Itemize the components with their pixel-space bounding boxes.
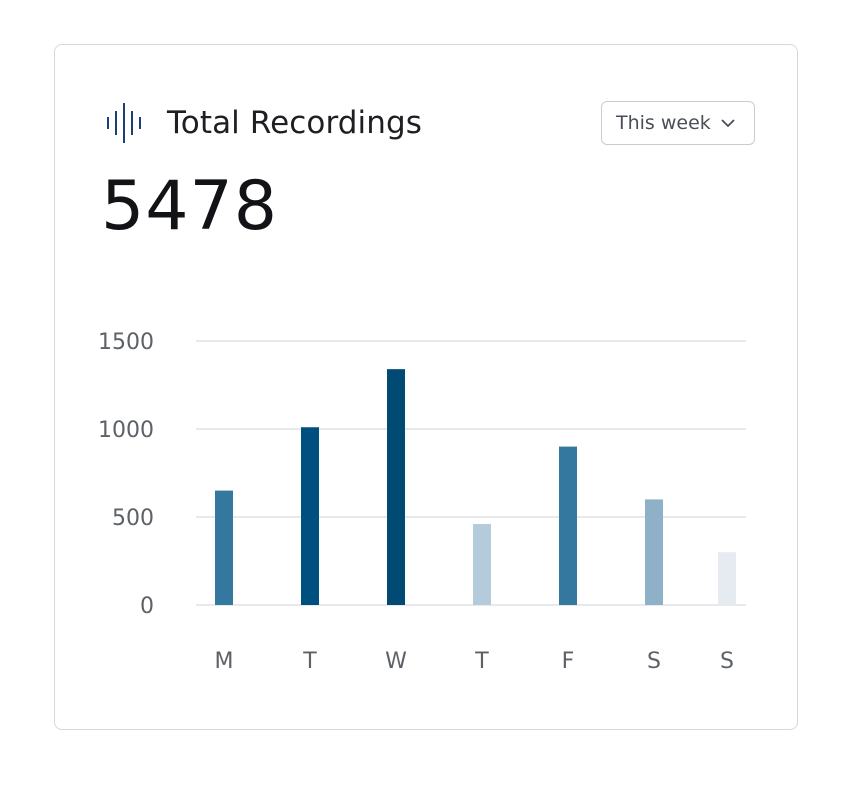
bar-4 [559,446,577,605]
recordings-card: Total Recordings This week 5478 [54,44,798,730]
range-select[interactable]: This week [601,101,755,145]
x-category-label: T [474,649,489,674]
bar-2 [387,369,405,605]
bar-6 [718,552,736,605]
card-header: Total Recordings [103,101,422,145]
x-category-label: S [720,649,734,674]
total-recordings-value: 5478 [101,167,279,246]
x-category-label: F [562,649,575,674]
x-category-label: M [215,649,234,674]
y-tick-label: 1000 [98,418,154,443]
x-category-label: W [385,649,407,674]
range-select-value: This week [616,112,711,134]
bar-1 [301,427,319,605]
x-category-label: S [647,649,661,674]
y-tick-label: 500 [112,506,154,531]
card-title: Total Recordings [167,105,423,141]
y-tick-label: 0 [140,594,154,619]
chevron-down-icon [720,118,736,128]
y-tick-label: 1500 [98,330,154,355]
x-category-label: T [302,649,317,674]
bar-5 [645,499,663,605]
bar-0 [215,490,233,605]
bar-3 [473,524,491,605]
waveform-icon [103,101,147,145]
